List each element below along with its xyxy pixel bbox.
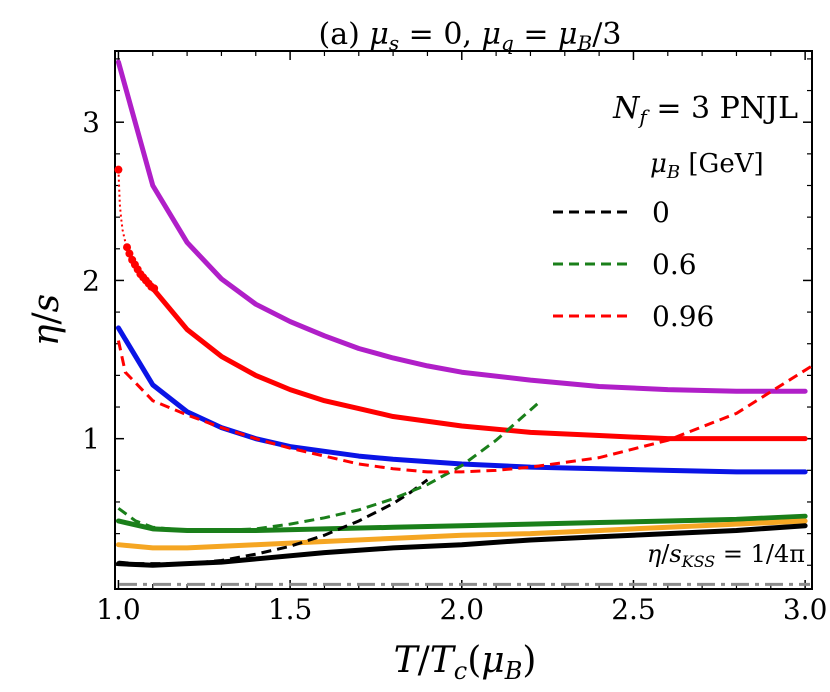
x-tick-label: 2.5 xyxy=(611,593,656,626)
x-tick-labels: 1.0 1.5 2.0 2.5 3.0 xyxy=(96,593,827,626)
red-data-point xyxy=(125,249,134,258)
legend-label-0.6: 0.6 xyxy=(652,248,697,281)
model-label: Nf = 3 PNJL xyxy=(612,91,798,129)
plot-frame xyxy=(114,50,813,590)
title-panel: (a) xyxy=(319,17,370,52)
legend-label-0.96: 0.96 xyxy=(652,300,714,333)
chart-title: (a) μs = 0, μq = μB/3 xyxy=(319,17,622,55)
solid-series-line-0 xyxy=(115,59,808,394)
y-tick-label: 1 xyxy=(82,423,100,456)
x-tick-label: 3.0 xyxy=(783,593,828,626)
legend-label-0: 0 xyxy=(652,196,670,229)
axis-ticks xyxy=(115,51,812,589)
solid-series-line-4 xyxy=(115,518,808,551)
solid-series-line-2 xyxy=(115,325,808,475)
dashed-series-line-0.6 xyxy=(117,402,539,532)
series-layer xyxy=(114,59,813,568)
dashed-series-line-0.96 xyxy=(116,340,813,474)
y-tick-label: 2 xyxy=(82,264,100,297)
legend-entries: 0 0.6 0.96 xyxy=(553,196,714,333)
legend-title: μB [GeV] xyxy=(650,149,764,183)
kss-label: η/sKSS = 1/4π xyxy=(647,540,805,571)
legend: μB [GeV] 0 0.6 0.96 xyxy=(553,149,764,333)
x-axis-label: T/Tc(μB) xyxy=(394,640,537,685)
red-data-point xyxy=(114,165,123,174)
solid-series-line-1 xyxy=(150,285,808,442)
x-tick-label: 1.5 xyxy=(268,593,313,626)
x-tick-label: 1.0 xyxy=(96,593,141,626)
red-data-point xyxy=(123,243,132,252)
y-tick-label: 3 xyxy=(82,106,100,139)
x-tick-label: 2.0 xyxy=(440,593,485,626)
title-mu-s: μ xyxy=(369,17,389,52)
red-data-point xyxy=(150,284,159,293)
y-tick-labels: 1 2 3 xyxy=(82,106,100,455)
y-axis-label: η/s xyxy=(26,294,67,346)
dashed-series-line-0 xyxy=(118,478,429,566)
